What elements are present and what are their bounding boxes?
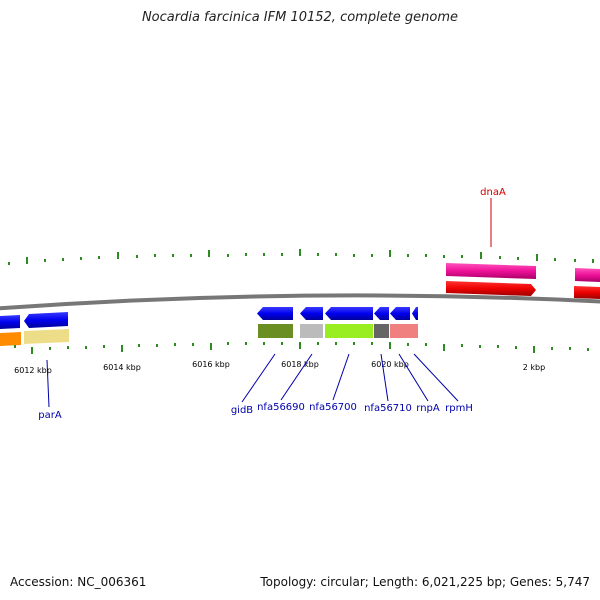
- gene-right-forward[interactable]: [575, 268, 600, 282]
- map-title: Nocardia farcinica IFM 10152, complete g…: [141, 10, 459, 25]
- gene-parA[interactable]: [24, 312, 68, 328]
- gene-left-edge[interactable]: [0, 315, 20, 329]
- outer-tick-ring: [8, 249, 594, 265]
- gene-gidB[interactable]: [257, 307, 293, 320]
- gene-label-dnaA[interactable]: dnaA: [480, 187, 506, 198]
- category-nfa56690: [300, 324, 323, 338]
- inner-tick-ring: [14, 342, 589, 354]
- gene-label-nfa56690[interactable]: nfa56690: [257, 402, 305, 413]
- gene-nfa56710[interactable]: [374, 307, 389, 320]
- gene-label-rpmH[interactable]: rpmH: [445, 403, 473, 414]
- gene-left-khaki[interactable]: [24, 329, 69, 344]
- gene-label-nfa56700[interactable]: nfa56700: [309, 402, 357, 413]
- genome-backbone: [0, 293, 600, 311]
- gene-dnaA-forward[interactable]: [446, 263, 536, 279]
- scale-label: 6012 kbp: [14, 366, 52, 375]
- gene-right[interactable]: [574, 286, 600, 299]
- category-nfa56700: [325, 324, 373, 338]
- scale-label: 6018 kbp: [281, 360, 319, 369]
- gene-nfa56690[interactable]: [300, 307, 323, 320]
- gene-nfa56700[interactable]: [325, 307, 373, 320]
- label-leaders: [46, 198, 492, 408]
- gene-rpmH[interactable]: [412, 307, 418, 320]
- gene-label-gidB[interactable]: gidB: [231, 405, 253, 416]
- accession-text: Accession: NC_006361: [10, 575, 147, 589]
- scale-label: 6016 kbp: [192, 360, 230, 369]
- gene-dnaA[interactable]: [446, 281, 536, 296]
- scale-label: 2 kbp: [523, 363, 545, 372]
- gene-label-rnpA[interactable]: rnpA: [416, 403, 440, 414]
- category-nfa56710: [374, 324, 389, 338]
- scale-label: 6014 kbp: [103, 363, 141, 372]
- category-rnpA: [390, 324, 418, 338]
- scale-label: 6020 kbp: [371, 360, 409, 369]
- genome-summary-text: Topology: circular; Length: 6,021,225 bp…: [260, 575, 590, 589]
- gene-label-nfa56710[interactable]: nfa56710: [364, 403, 412, 414]
- gene-rnpA[interactable]: [390, 307, 410, 320]
- gene-label-parA[interactable]: parA: [38, 410, 62, 421]
- category-gidB: [258, 324, 293, 338]
- gene-left-orange[interactable]: [0, 332, 21, 346]
